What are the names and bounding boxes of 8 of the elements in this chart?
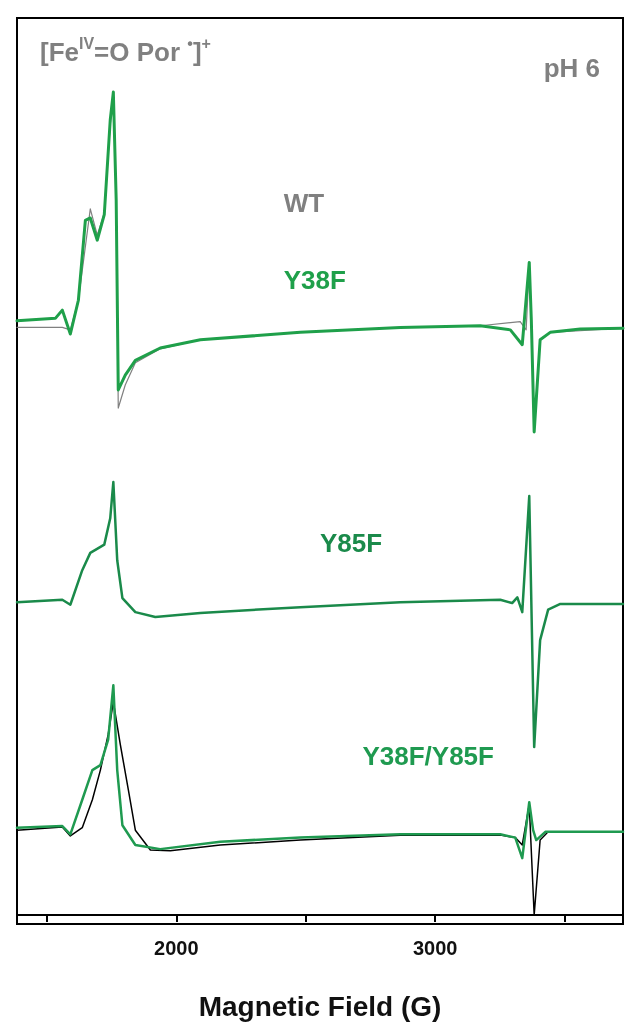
x-tick-label: 2000 (154, 937, 199, 959)
x-axis-title: Magnetic Field (G) (198, 990, 442, 1022)
series-label: Y85F (320, 527, 383, 558)
x-tick-label: 3000 (412, 937, 458, 959)
text: WT (283, 188, 325, 219)
series-label: Y38F (283, 265, 346, 296)
chart-subtitle: pH 6 (543, 53, 600, 83)
series-label: Y38F/Y85F (362, 740, 494, 771)
